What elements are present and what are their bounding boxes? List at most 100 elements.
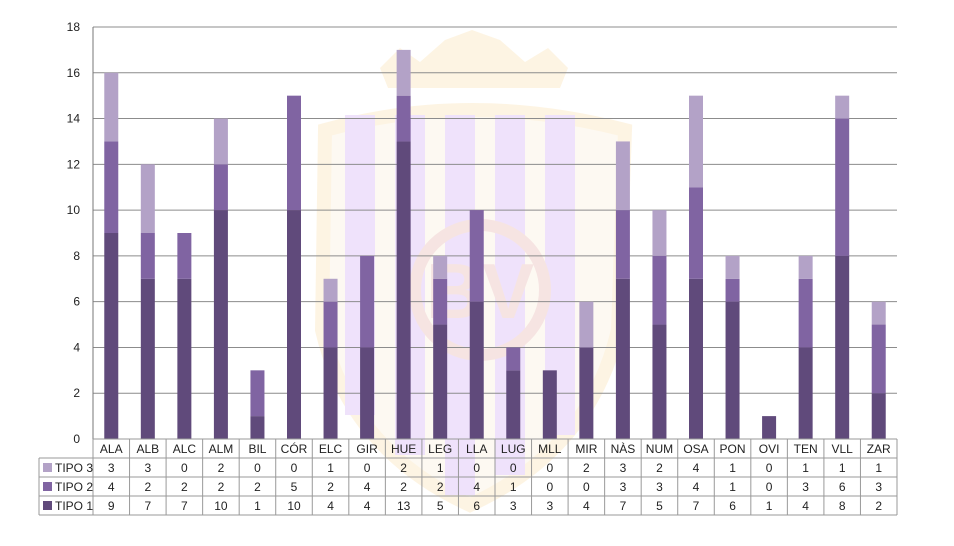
y-tick-label: 8 bbox=[73, 249, 80, 263]
bar-segment bbox=[542, 370, 557, 439]
data-label: 6 bbox=[729, 499, 736, 513]
y-tick-label: 12 bbox=[67, 157, 81, 171]
x-tick-label: OSA bbox=[683, 442, 708, 456]
x-tick-label: ALB bbox=[136, 442, 159, 456]
data-label: 2 bbox=[254, 480, 261, 494]
data-label: 2 bbox=[437, 480, 444, 494]
bar-segment bbox=[469, 301, 484, 439]
legend-swatch bbox=[43, 501, 52, 510]
data-label: 2 bbox=[181, 480, 188, 494]
bar-segment bbox=[104, 233, 119, 439]
x-tick-label: OVI bbox=[759, 442, 780, 456]
data-label: 4 bbox=[108, 480, 115, 494]
x-tick-label: PON bbox=[720, 442, 746, 456]
data-label: 6 bbox=[839, 480, 846, 494]
data-label: 1 bbox=[766, 499, 773, 513]
bar-segment bbox=[615, 210, 630, 279]
data-label: 2 bbox=[327, 480, 334, 494]
data-table: ALA ALB ALC ALM BIL CÓR ELC GIR HUE LEG LLA LUG MLL M… bbox=[38, 438, 898, 516]
bar-segment bbox=[652, 324, 667, 439]
data-label: 0 bbox=[181, 461, 188, 475]
bar-segment bbox=[396, 141, 411, 439]
data-label: 1 bbox=[254, 499, 261, 513]
bar-segment bbox=[615, 278, 630, 439]
x-tick-label: CÓR bbox=[281, 441, 308, 456]
bar-segment bbox=[835, 255, 850, 439]
bar-segment bbox=[213, 118, 228, 165]
data-label: 3 bbox=[620, 480, 627, 494]
bar-segment bbox=[506, 347, 521, 371]
data-label: 2 bbox=[400, 480, 407, 494]
x-tick-label: ELC bbox=[319, 442, 343, 456]
bar-segment bbox=[871, 324, 886, 394]
data-label: 0 bbox=[766, 480, 773, 494]
bar-segment bbox=[104, 141, 119, 233]
data-label: 2 bbox=[875, 499, 882, 513]
bar-segment bbox=[506, 370, 521, 439]
legend-label: TIPO 3 bbox=[55, 461, 93, 475]
bar-segment bbox=[871, 393, 886, 439]
data-label: 2 bbox=[400, 461, 407, 475]
data-label: 3 bbox=[620, 461, 627, 475]
data-label: 13 bbox=[397, 499, 411, 513]
bar-segment bbox=[140, 164, 155, 233]
data-label: 1 bbox=[437, 461, 444, 475]
data-label: 2 bbox=[144, 480, 151, 494]
y-tick-label: 2 bbox=[73, 386, 80, 400]
data-label: 7 bbox=[693, 499, 700, 513]
data-label: 4 bbox=[693, 480, 700, 494]
bar-segment bbox=[762, 416, 777, 439]
data-label: 6 bbox=[473, 499, 480, 513]
bar-segment bbox=[177, 233, 192, 279]
x-tick-label: ALC bbox=[173, 442, 197, 456]
bar-segment bbox=[250, 370, 265, 417]
x-tick-label: ZAR bbox=[867, 442, 891, 456]
data-label: 9 bbox=[108, 499, 115, 513]
legend-label: TIPO 2 bbox=[55, 480, 93, 494]
data-label: 4 bbox=[693, 461, 700, 475]
data-label: 4 bbox=[364, 480, 371, 494]
bar-segment bbox=[213, 164, 228, 211]
data-label: 0 bbox=[510, 461, 517, 475]
data-label: 3 bbox=[656, 480, 663, 494]
bar-segment bbox=[287, 210, 301, 439]
data-label: 10 bbox=[287, 499, 301, 513]
data-label: 0 bbox=[766, 461, 773, 475]
bar-segment bbox=[433, 278, 448, 325]
x-tick-label: BIL bbox=[248, 442, 266, 456]
data-label: 2 bbox=[656, 461, 663, 475]
data-label: 1 bbox=[729, 480, 736, 494]
x-tick-label: MIR bbox=[575, 442, 597, 456]
bar-segment bbox=[140, 233, 155, 279]
bar-segment bbox=[323, 347, 338, 439]
data-label: 4 bbox=[802, 499, 809, 513]
bar-segment bbox=[798, 278, 813, 348]
data-label: 2 bbox=[583, 461, 590, 475]
bar-segment bbox=[323, 278, 338, 302]
data-label: 7 bbox=[620, 499, 627, 513]
y-tick-label: 10 bbox=[67, 203, 81, 217]
y-tick-label: 0 bbox=[73, 432, 80, 446]
data-label: 0 bbox=[291, 461, 298, 475]
data-label: 4 bbox=[364, 499, 371, 513]
x-tick-label: NÀS bbox=[611, 441, 636, 456]
x-tick-label: LEG bbox=[428, 442, 452, 456]
x-tick-label: TEN bbox=[794, 442, 818, 456]
bar-segment bbox=[615, 141, 630, 211]
bar-segment bbox=[287, 95, 301, 211]
data-label: 0 bbox=[546, 480, 553, 494]
bar-segment bbox=[396, 49, 411, 96]
data-label: 5 bbox=[291, 480, 298, 494]
data-label: 3 bbox=[802, 480, 809, 494]
bar-segment bbox=[140, 278, 155, 439]
bar-segment bbox=[689, 278, 703, 439]
y-tick-label: 6 bbox=[73, 295, 80, 309]
data-label: 1 bbox=[729, 461, 736, 475]
data-label: 1 bbox=[327, 461, 334, 475]
data-label: 0 bbox=[583, 480, 590, 494]
bar-segment bbox=[871, 301, 886, 325]
data-label: 3 bbox=[510, 499, 517, 513]
x-tick-label: MLL bbox=[538, 442, 562, 456]
bar-segment bbox=[579, 301, 594, 348]
